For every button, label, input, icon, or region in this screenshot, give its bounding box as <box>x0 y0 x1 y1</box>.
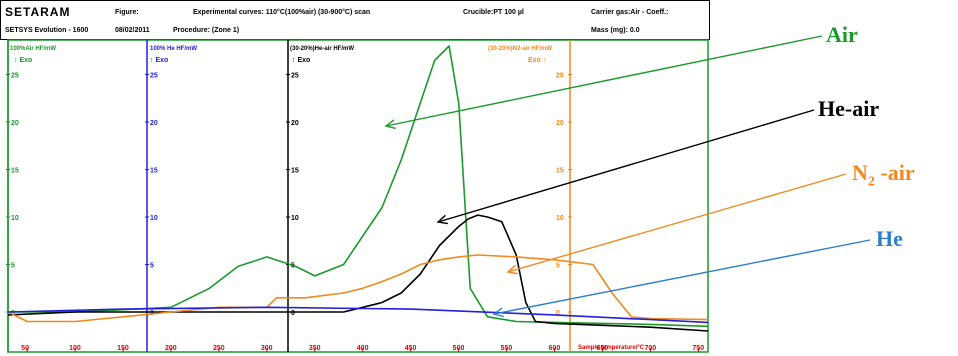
panel-title: (30-20%)N2-air HF/mW <box>488 46 552 52</box>
y-tick-label: 10 <box>11 215 19 222</box>
y-tick-label: 10 <box>556 215 564 222</box>
annotation-n2-air-subscript: 2 <box>867 174 875 190</box>
y-tick-label: 20 <box>291 120 299 127</box>
y-tick-label: 20 <box>11 120 19 127</box>
panel-title: 100% He HF/mW <box>150 46 197 52</box>
exo-label: Exo ↑ <box>528 57 546 64</box>
annotation-arrowhead <box>436 214 449 225</box>
series-line <box>8 45 709 328</box>
y-tick-label: 5 <box>11 263 15 270</box>
annotation-n2-air-text: N <box>852 160 868 185</box>
panel-title: (30-20%)He-air HF/mW <box>290 46 354 52</box>
exo-label: ↑ Exo <box>292 57 310 64</box>
procedure-info: Procedure: (Zone 1) <box>173 27 240 34</box>
x-axis-label: Sample temperature/°C <box>578 345 645 351</box>
y-tick-label: 25 <box>150 73 158 80</box>
exo-label: ↑ Exo <box>150 57 168 64</box>
annotation-n2-air: N2 -air <box>852 160 915 190</box>
crucible-info: Crucible:PT 100 µl <box>463 9 524 16</box>
annotation-arrow <box>493 239 871 315</box>
annotation-arrow <box>385 35 823 127</box>
y-tick-label: 10 <box>150 215 158 222</box>
y-tick-label: 15 <box>150 168 158 175</box>
annotation-arrowhead <box>492 307 504 318</box>
experiment-date: 08/02/2011 <box>115 27 150 34</box>
y-tick-label: 15 <box>291 168 299 175</box>
annotation-air: Air <box>826 22 858 47</box>
y-tick-label: 15 <box>556 168 564 175</box>
series-line <box>7 214 709 332</box>
series-line <box>7 306 709 324</box>
carrier-gas-info: Carrier gas:Air - Coeff.: <box>591 9 669 16</box>
y-tick-label: 25 <box>11 73 19 80</box>
y-tick-label: 5 <box>150 263 154 270</box>
annotation-arrowhead <box>384 119 396 130</box>
y-tick-label: 25 <box>291 73 299 80</box>
exo-label: ↑ Exo <box>14 57 32 64</box>
annotation-arrowhead <box>506 264 519 275</box>
experiment-title: Experimental curves: 110°C(100%air) (30-… <box>193 9 371 16</box>
y-tick-label: 5 <box>556 263 560 270</box>
y-tick-label: 0 <box>11 310 15 317</box>
annotation-he-air: He-air <box>818 96 880 121</box>
figure-label: Figure: <box>115 9 139 16</box>
y-tick-label: 25 <box>556 73 564 80</box>
brand-subtitle: SETSYS Evolution - 1600 <box>5 27 89 34</box>
annotation-n2-air-suffix: -air <box>874 160 915 185</box>
y-tick-label: 0 <box>291 310 295 317</box>
series-line <box>7 254 709 323</box>
mass-info: Mass (mg): 0.0 <box>591 27 640 34</box>
y-tick-label: 15 <box>11 168 19 175</box>
y-tick-label: 20 <box>150 120 158 127</box>
panel-title: 100%Air HF/mW <box>10 46 56 52</box>
y-tick-label: 10 <box>291 215 299 222</box>
y-tick-label: 20 <box>556 120 564 127</box>
annotation-he: He <box>876 226 903 251</box>
x-tick-label: 50 <box>21 345 29 352</box>
plot-frame <box>7 39 709 353</box>
annotation-arrow <box>437 109 815 223</box>
brand-name: SETARAM <box>5 5 71 19</box>
y-tick-label: 0 <box>556 310 560 317</box>
annotation-arrow <box>507 173 847 273</box>
